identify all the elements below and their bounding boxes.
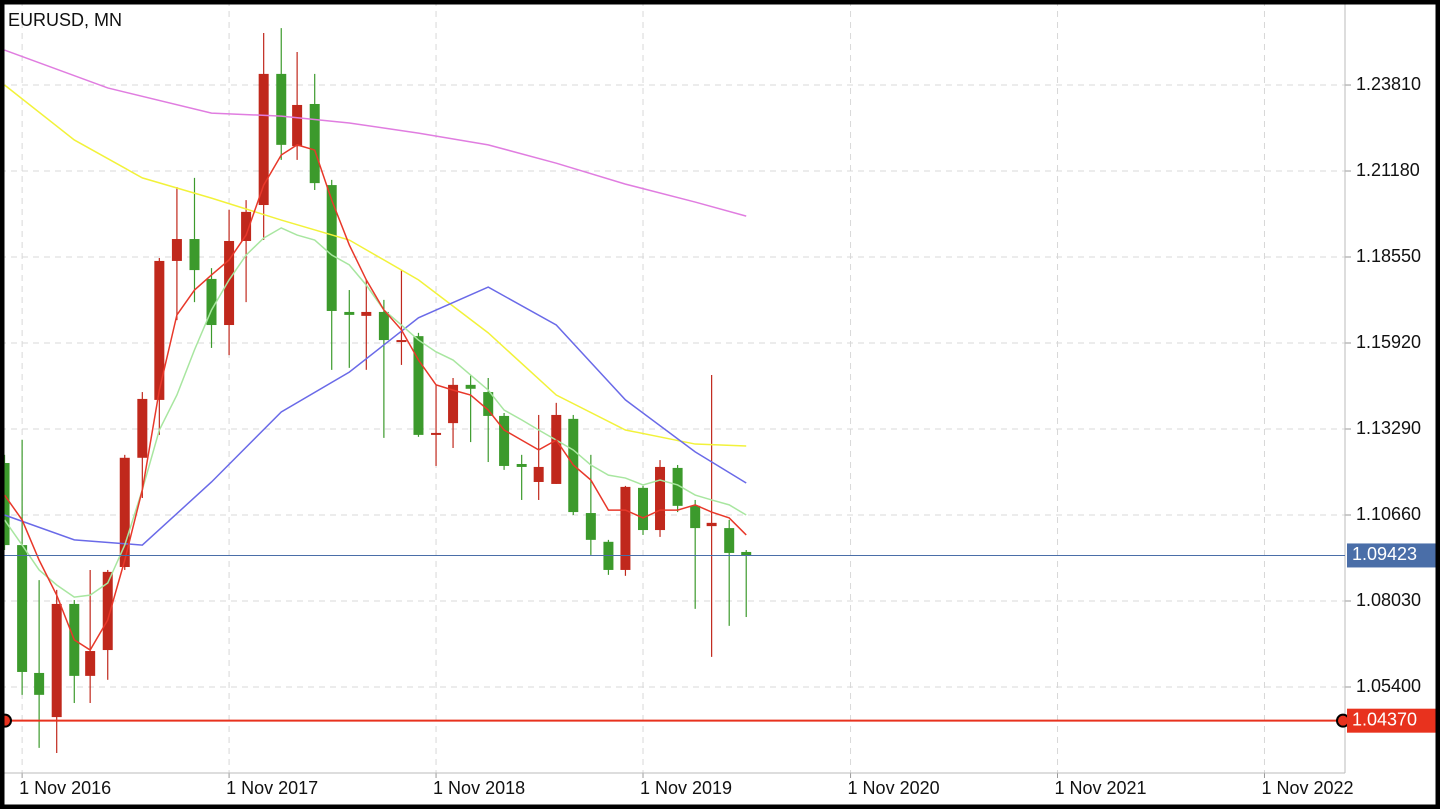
candle-body — [655, 466, 666, 531]
y-tick-label: 1.15920 — [1356, 332, 1421, 352]
candle-body — [516, 463, 527, 467]
candle-body — [51, 603, 62, 718]
candle-body — [448, 384, 459, 424]
candle-body — [585, 513, 596, 540]
moving-average — [3, 144, 747, 652]
grid — [0, 0, 1351, 778]
x-tick-label: 1 Nov 2018 — [433, 778, 525, 798]
candle-body — [241, 211, 252, 241]
y-tick-label: 1.05400 — [1356, 676, 1421, 696]
y-tick-label: 1.08030 — [1356, 590, 1421, 610]
candle-body — [724, 528, 735, 553]
candle-body — [258, 73, 269, 206]
candle-body — [171, 239, 182, 261]
candle-body — [361, 311, 372, 316]
candle-body — [189, 239, 200, 271]
candle-body — [741, 551, 752, 556]
candle-body — [292, 104, 303, 147]
x-tick-label: 1 Nov 2016 — [19, 778, 111, 798]
candle-body — [85, 651, 96, 676]
candle-body — [17, 545, 28, 672]
price-label: 1.04370 — [1352, 709, 1417, 729]
candle-body — [154, 260, 165, 400]
candle-body — [309, 103, 320, 184]
moving-average — [4, 286, 747, 546]
candle-body — [620, 486, 631, 570]
candle-body — [672, 467, 683, 506]
y-tick-label: 1.21180 — [1356, 160, 1420, 180]
candle-body — [137, 398, 148, 458]
candle-body — [499, 415, 510, 466]
candle-body — [413, 336, 424, 435]
price-label-box — [1347, 708, 1437, 733]
candle-body — [0, 463, 10, 546]
price-label-box — [1347, 543, 1437, 568]
y-tick-label: 1.18550 — [1356, 246, 1421, 266]
candle-body — [224, 240, 235, 326]
candle-body — [34, 672, 45, 695]
chart-title: EURUSD, MN — [8, 10, 122, 30]
x-tick-label: 1 Nov 2022 — [1261, 778, 1353, 798]
candle-body — [690, 505, 701, 529]
candle-body — [465, 384, 476, 389]
y-tick-label: 1.23810 — [1356, 74, 1421, 94]
moving-average — [3, 227, 747, 598]
candle-body — [533, 466, 544, 482]
candle-body — [483, 392, 494, 416]
price-label: 1.09423 — [1352, 544, 1417, 564]
candle-body — [344, 311, 355, 315]
candle-body — [326, 185, 337, 311]
candle-body — [706, 522, 717, 527]
x-tick-label: 1 Nov 2019 — [640, 778, 732, 798]
y-tick-label: 1.10660 — [1356, 504, 1421, 524]
candle-body — [551, 414, 562, 484]
labels: 1.23810 1.21180 1.18550 1.15920 1.13290 1.106… — [19, 74, 1437, 798]
candle-body — [276, 73, 287, 145]
candle-body — [638, 487, 649, 531]
candle-body — [396, 340, 407, 343]
candle-body — [378, 311, 389, 341]
x-tick-label: 1 Nov 2017 — [226, 778, 318, 798]
moving-average — [4, 49, 747, 217]
candle-body — [206, 278, 217, 326]
candle-body — [431, 432, 442, 435]
x-tick-label: 1 Nov 2020 — [848, 778, 940, 798]
marks — [0, 28, 1350, 754]
x-tick-label: 1 Nov 2021 — [1055, 778, 1147, 798]
candle-body — [119, 457, 130, 567]
candle-body — [102, 571, 113, 651]
y-tick-label: 1.13290 — [1356, 418, 1421, 438]
moving-average — [4, 84, 747, 447]
